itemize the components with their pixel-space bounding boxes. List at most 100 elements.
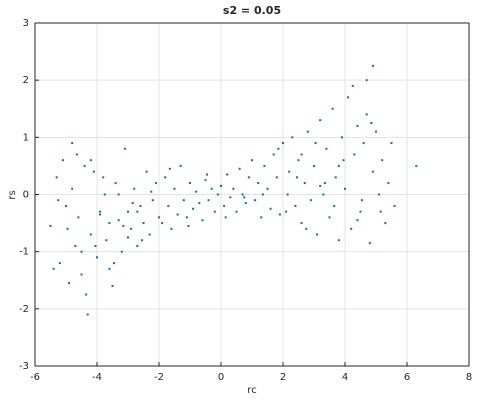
point (275, 176, 278, 179)
point (131, 202, 134, 205)
point (393, 204, 396, 207)
point (139, 204, 142, 207)
point (75, 153, 78, 156)
point (291, 136, 294, 139)
point (334, 176, 337, 179)
point (263, 164, 266, 167)
point (207, 199, 210, 202)
point (243, 196, 246, 199)
point (111, 284, 114, 287)
point (77, 216, 80, 219)
chart-title: s2 = 0.05 (223, 4, 281, 17)
point (216, 193, 219, 196)
point (192, 207, 195, 210)
point (331, 107, 334, 110)
point (158, 216, 160, 219)
point (224, 216, 227, 219)
point (164, 176, 167, 179)
point (168, 167, 171, 170)
point (350, 227, 353, 230)
point (133, 187, 136, 190)
point (322, 193, 325, 196)
point (179, 164, 182, 167)
point (365, 113, 368, 116)
y-tick-label: 0 (23, 190, 29, 201)
point (415, 164, 418, 167)
point (140, 239, 143, 242)
point (365, 79, 368, 82)
point (241, 193, 244, 196)
point (80, 250, 83, 253)
point (94, 244, 97, 247)
x-tick-label: 8 (466, 372, 472, 383)
y-tick-label: -3 (19, 361, 29, 372)
point (226, 173, 229, 176)
point (61, 159, 64, 162)
point (305, 227, 308, 230)
point (86, 313, 89, 316)
point (244, 202, 247, 205)
point (148, 233, 151, 236)
point (254, 199, 257, 202)
point (198, 202, 201, 205)
x-tick-label: -2 (154, 372, 164, 383)
point (288, 170, 291, 173)
point (117, 193, 120, 196)
point (173, 187, 176, 190)
point (176, 213, 179, 216)
point (99, 213, 102, 216)
point (314, 142, 317, 145)
point (223, 204, 226, 207)
x-tick-label: 0 (218, 372, 224, 383)
point (340, 136, 343, 139)
point (356, 124, 359, 127)
point (105, 239, 108, 242)
point (313, 164, 315, 167)
point (319, 119, 322, 122)
point (235, 210, 238, 213)
point (277, 147, 280, 150)
point (390, 142, 393, 145)
point (337, 164, 340, 167)
x-tick-label: -6 (30, 372, 40, 383)
point (361, 199, 364, 202)
y-axis-label: rs (7, 190, 18, 199)
point (232, 187, 235, 190)
point (185, 216, 188, 219)
point (136, 210, 139, 213)
point (206, 173, 209, 176)
point (387, 182, 390, 185)
point (347, 96, 350, 99)
plot-frame (34, 22, 470, 367)
point (316, 233, 319, 236)
point (114, 182, 117, 185)
point (300, 153, 303, 156)
point (145, 170, 148, 173)
point (195, 190, 198, 193)
y-tick-label: -2 (19, 304, 29, 315)
point (66, 227, 69, 230)
point (161, 222, 164, 225)
point (117, 219, 120, 222)
y-tick-label: 2 (23, 75, 29, 86)
point (89, 159, 92, 162)
point (189, 182, 191, 185)
point (368, 242, 371, 245)
point (150, 190, 153, 193)
point (113, 262, 116, 265)
point (371, 64, 374, 67)
point (99, 210, 102, 213)
point (351, 84, 354, 87)
point (257, 182, 260, 185)
point (55, 176, 58, 179)
point (337, 239, 340, 242)
y-tick-label: 3 (23, 18, 29, 29)
point (65, 204, 67, 207)
point (103, 193, 106, 196)
point (142, 222, 145, 225)
point (309, 199, 312, 202)
point (151, 199, 154, 202)
point (282, 142, 284, 145)
